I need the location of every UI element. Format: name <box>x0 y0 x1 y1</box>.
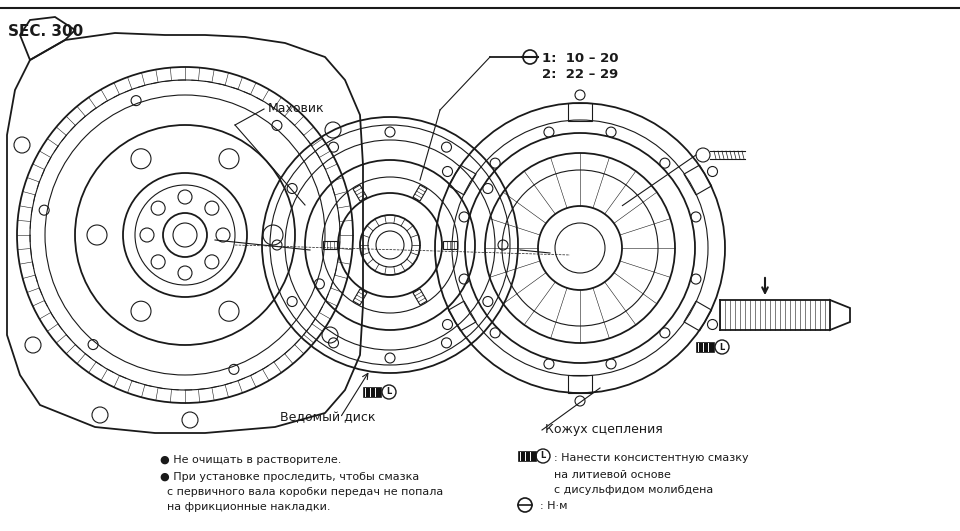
Text: с первичного вала коробки передач не попала: с первичного вала коробки передач не поп… <box>160 487 444 497</box>
Text: 1:  10 – 20: 1: 10 – 20 <box>542 52 618 65</box>
Text: L: L <box>386 388 392 397</box>
Text: Маховик: Маховик <box>268 101 324 115</box>
Text: на литиевой основе: на литиевой основе <box>554 470 671 480</box>
Text: L: L <box>719 342 725 352</box>
Bar <box>696 342 714 352</box>
Text: ● Не очищать в растворителе.: ● Не очищать в растворителе. <box>160 455 342 465</box>
Bar <box>363 387 381 397</box>
Text: L: L <box>540 451 545 460</box>
Bar <box>518 451 536 461</box>
Text: на фрикционные накладки.: на фрикционные накладки. <box>160 502 330 512</box>
Text: ● При установке проследить, чтобы смазка: ● При установке проследить, чтобы смазка <box>160 472 420 482</box>
Text: с дисульфидом молибдена: с дисульфидом молибдена <box>554 485 713 495</box>
Text: SEC. 300: SEC. 300 <box>8 24 84 39</box>
Text: Ведомый диск: Ведомый диск <box>280 412 375 424</box>
Text: : Н·м: : Н·м <box>540 501 567 511</box>
Text: Кожух сцепления: Кожух сцепления <box>545 424 662 436</box>
Text: : Нанести консистентную смазку: : Нанести консистентную смазку <box>554 453 749 463</box>
Text: 2:  22 – 29: 2: 22 – 29 <box>542 68 618 81</box>
